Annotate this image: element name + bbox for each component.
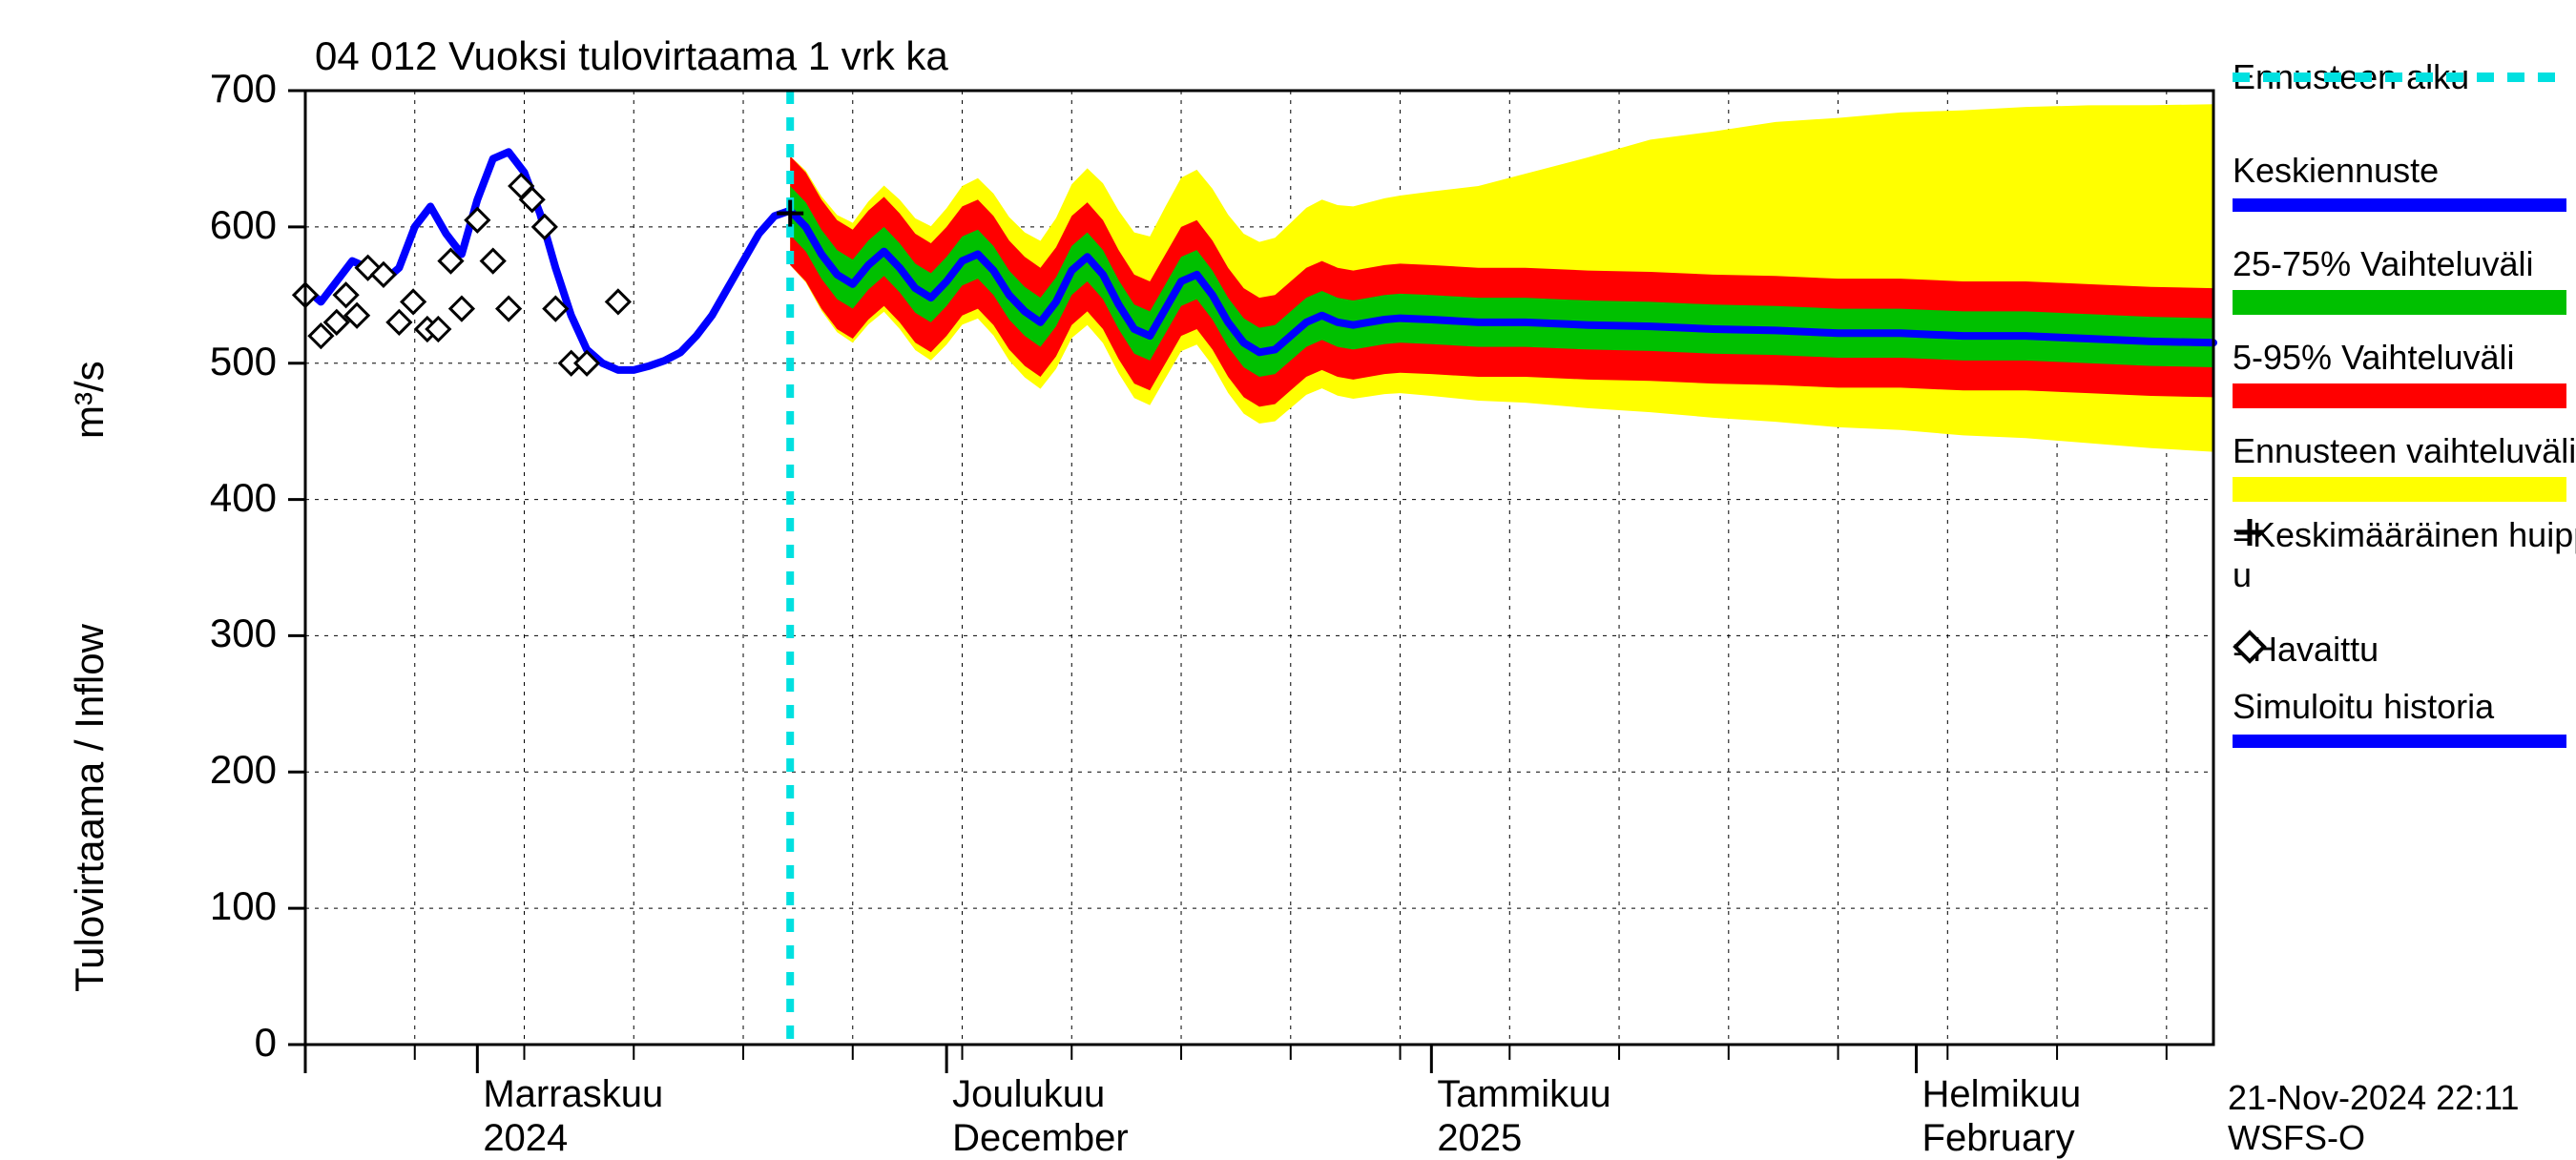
legend-item: 5-95% Vaihteluväli — [2233, 338, 2566, 408]
chart-container: 04 012 Vuoksi tulovirtaama 1 vrk ka Tulo… — [0, 0, 2576, 1145]
legend-item: Simuloitu historia — [2233, 687, 2566, 748]
legend-item: =Havaittu — [2233, 630, 2379, 670]
legend-label: u — [2233, 555, 2576, 595]
x-month-label: Helmikuu — [1922, 1073, 2082, 1116]
x-month-sublabel: December — [952, 1117, 1129, 1160]
legend-item: 25-75% Vaihteluväli — [2233, 244, 2566, 315]
y-tick-label: 600 — [181, 202, 277, 248]
x-month-sublabel: February — [1922, 1117, 2075, 1160]
footer-timestamp: 21-Nov-2024 22:11 WSFS-O — [2228, 1078, 2576, 1158]
legend-item: Ennusteen alku — [2233, 57, 2469, 97]
x-month-sublabel: 2025 — [1437, 1117, 1522, 1160]
x-month-label: Joulukuu — [952, 1073, 1105, 1116]
legend-label: 25-75% Vaihteluväli — [2233, 244, 2566, 284]
y-tick-label: 500 — [181, 339, 277, 384]
y-tick-label: 700 — [181, 66, 277, 112]
y-tick-label: 100 — [181, 883, 277, 929]
legend-item: Ennusteen vaihteluväli — [2233, 431, 2576, 502]
chart-svg — [0, 0, 2576, 1145]
legend-label: =Keskimääräinen huipp — [2233, 515, 2576, 555]
x-month-label: Marraskuu — [483, 1073, 663, 1116]
legend-label: Simuloitu historia — [2233, 687, 2566, 727]
y-tick-label: 0 — [181, 1020, 277, 1066]
y-tick-label: 200 — [181, 747, 277, 793]
x-month-sublabel: 2024 — [483, 1117, 568, 1160]
legend-item: Keskiennuste — [2233, 151, 2566, 212]
y-tick-label: 300 — [181, 611, 277, 656]
legend-label: Ennusteen vaihteluväli — [2233, 431, 2576, 471]
y-tick-label: 400 — [181, 475, 277, 521]
legend-label: Keskiennuste — [2233, 151, 2566, 191]
legend-label: 5-95% Vaihteluväli — [2233, 338, 2566, 378]
x-month-label: Tammikuu — [1437, 1073, 1610, 1116]
legend-item: =Keskimääräinen huippu — [2233, 515, 2576, 595]
